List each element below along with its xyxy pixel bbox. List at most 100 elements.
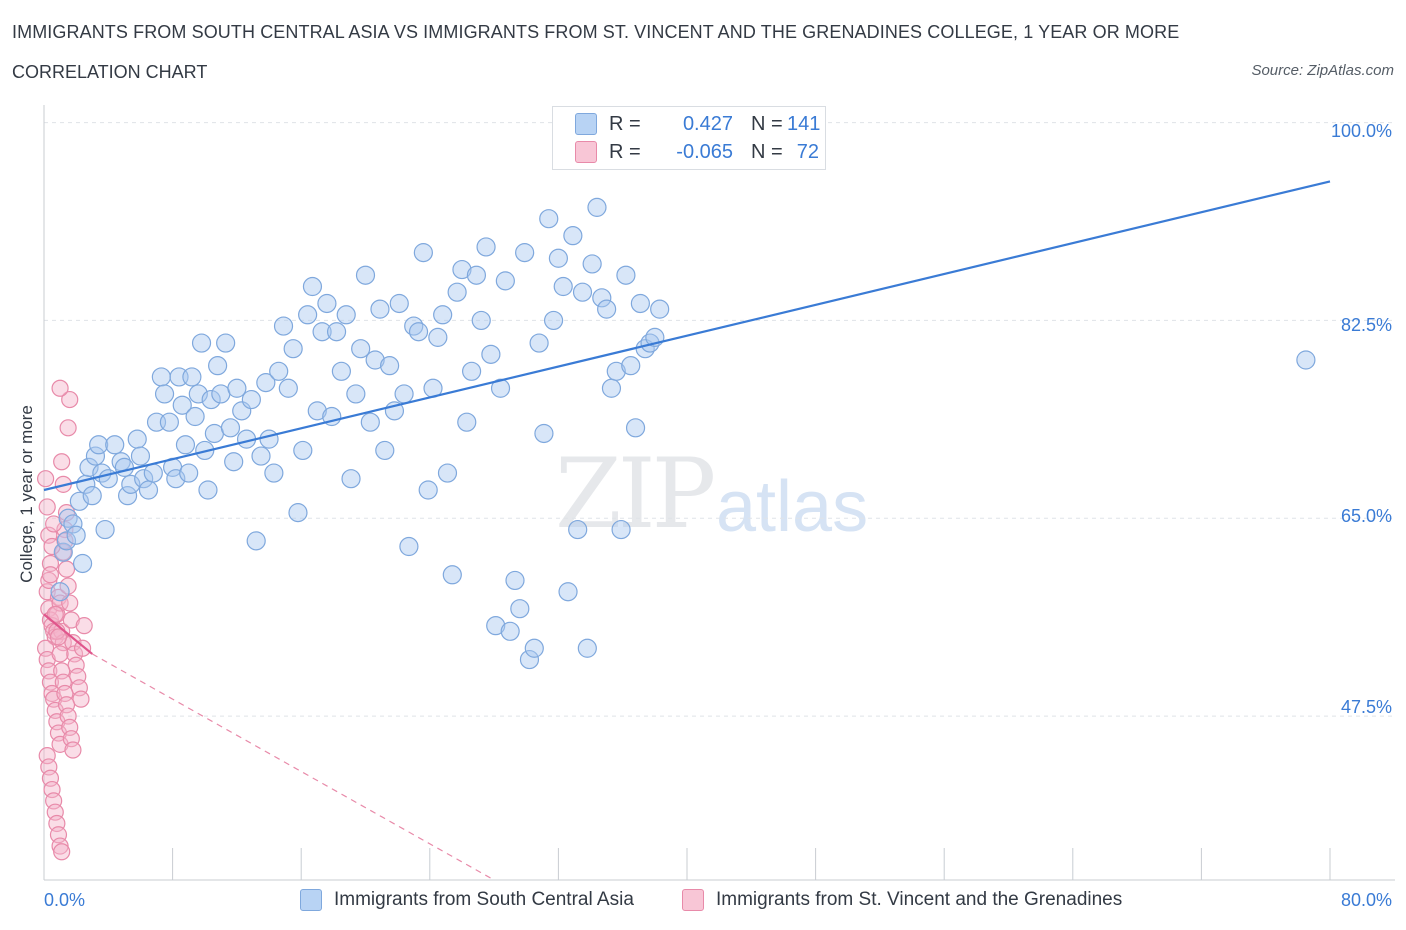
data-point-blue	[198, 480, 218, 500]
data-point-blue	[548, 248, 569, 268]
data-point-blue	[89, 435, 109, 455]
data-point-blue	[66, 525, 86, 545]
data-point-blue	[307, 401, 327, 421]
legend-n-value: 72	[796, 140, 819, 163]
source-label: Source: ZipAtlas.com	[1251, 62, 1394, 79]
data-point-pink	[51, 645, 69, 663]
data-point-blue	[437, 463, 458, 483]
data-point-blue	[1296, 350, 1316, 370]
data-point-blue	[476, 237, 496, 257]
data-point-blue	[625, 418, 646, 438]
data-point-blue	[529, 333, 549, 353]
data-point-pink	[37, 470, 55, 488]
data-point-blue	[341, 469, 361, 489]
legend-r-label: R =	[609, 112, 641, 135]
data-point-pink	[51, 594, 69, 612]
watermark-zip: ZIP	[555, 438, 716, 550]
data-point-blue	[524, 638, 544, 658]
data-point-blue	[269, 361, 289, 381]
data-point-blue	[154, 384, 175, 404]
data-point-blue	[375, 440, 395, 461]
data-point-pink	[53, 843, 71, 861]
data-point-pink	[64, 741, 82, 759]
bottom-legend-series1: Immigrants from South Central Asia	[300, 889, 634, 911]
legend-row-blue: R = 0.427 N = 141	[575, 111, 821, 137]
data-point-blue	[413, 243, 433, 263]
data-point-blue	[117, 486, 138, 506]
trend-line-pink	[43, 613, 93, 655]
data-point-blue	[159, 412, 179, 432]
x-tick-label: 0.0%	[44, 890, 86, 910]
data-point-blue	[365, 350, 385, 370]
data-point-blue	[201, 389, 221, 410]
data-point-blue	[481, 344, 501, 364]
bottom-legend-swatch-pink	[682, 889, 704, 911]
data-point-blue	[616, 265, 636, 285]
data-point-blue	[278, 378, 298, 398]
data-point-blue	[326, 322, 347, 342]
data-point-blue	[182, 367, 202, 387]
data-point-blue	[471, 310, 491, 331]
data-point-blue	[606, 361, 626, 381]
data-point-pink	[51, 379, 69, 397]
data-point-blue	[259, 429, 279, 449]
data-point-pink	[53, 453, 71, 471]
data-point-blue	[563, 226, 583, 246]
bottom-legend-swatch-blue	[300, 889, 322, 911]
data-point-blue	[172, 395, 192, 415]
data-point-blue	[592, 288, 612, 308]
data-point-blue	[293, 440, 313, 461]
data-point-blue	[486, 616, 506, 636]
data-point-blue	[461, 361, 482, 381]
data-point-blue	[208, 356, 228, 376]
y-tick-label: 65.0%	[1340, 506, 1392, 526]
data-point-blue	[85, 446, 106, 466]
data-point-blue	[519, 649, 540, 670]
data-point-blue	[442, 565, 462, 585]
data-point-blue	[241, 389, 261, 410]
data-point-blue	[558, 582, 578, 602]
data-point-blue	[191, 333, 212, 353]
data-point-blue	[56, 531, 77, 551]
data-point-blue	[500, 621, 520, 641]
data-point-blue	[601, 378, 622, 398]
legend-r-value: -0.065	[676, 140, 733, 163]
data-point-blue	[597, 299, 617, 319]
data-point-blue	[127, 429, 147, 449]
data-point-blue	[179, 463, 199, 483]
legend-swatch-pink	[575, 141, 597, 163]
trend-line-blue	[43, 180, 1331, 492]
data-point-blue	[211, 384, 231, 404]
legend-n-label: N =	[751, 112, 783, 135]
data-point-blue	[553, 276, 573, 297]
legend-n-label: N =	[751, 140, 783, 163]
data-point-pink	[59, 577, 77, 595]
bottom-legend-label: Immigrants from St. Vincent and the Gren…	[716, 889, 1123, 910]
data-point-blue	[130, 446, 151, 466]
data-point-blue	[105, 435, 125, 455]
data-point-blue	[370, 299, 390, 319]
data-point-blue	[288, 503, 308, 523]
y-tick-label: 100.0%	[1330, 121, 1392, 141]
data-point-pink	[41, 566, 60, 584]
data-point-blue	[302, 276, 323, 297]
data-point-blue	[256, 373, 276, 393]
data-point-pink	[73, 639, 92, 657]
legend-r-value: 0.427	[682, 112, 733, 135]
data-point-blue	[134, 469, 154, 489]
data-point-blue	[151, 367, 171, 387]
data-point-blue	[389, 293, 409, 314]
data-point-blue	[568, 519, 588, 540]
legend-row-pink: R = -0.065 N = 72	[575, 139, 819, 165]
y-tick-label: 47.5%	[1340, 697, 1392, 717]
data-point-blue	[418, 480, 438, 500]
data-point-blue	[336, 305, 356, 325]
trend-line-pink-extended	[91, 653, 495, 881]
data-point-blue	[72, 553, 93, 574]
data-point-blue	[380, 356, 400, 376]
data-point-blue	[394, 384, 414, 404]
data-point-pink	[61, 390, 79, 409]
data-point-blue	[224, 452, 244, 472]
legend-n-value: 141	[787, 112, 821, 135]
